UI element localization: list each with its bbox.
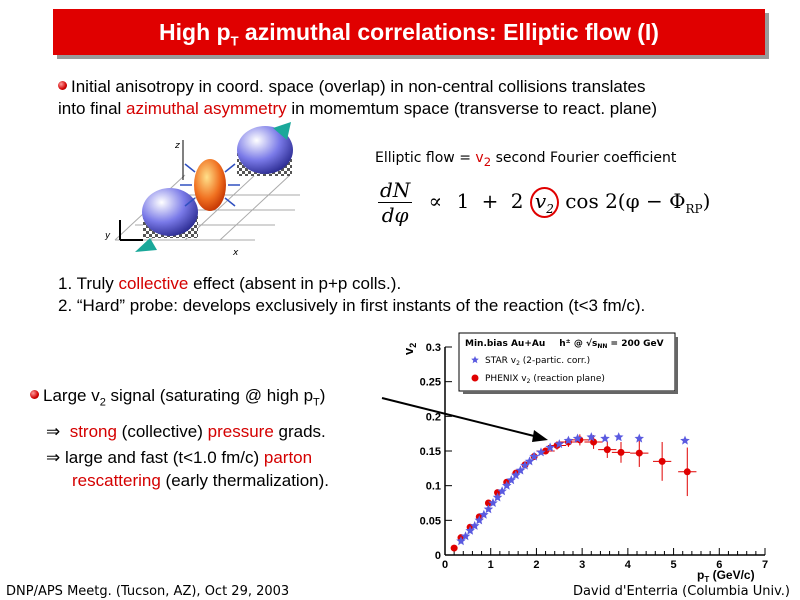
phenix-point	[542, 447, 550, 455]
slide-title: High pT azimuthal correlations: Elliptic…	[159, 19, 659, 49]
point-1: 1. Truly collective effect (absent in p+…	[58, 274, 402, 293]
star-point	[600, 433, 610, 443]
star-point	[563, 435, 574, 445]
star-point	[497, 486, 507, 496]
star-point	[520, 460, 530, 470]
legend-header: Min.bias Au+Au h± @ √sNN = 200 GeV	[465, 338, 664, 350]
nucleus-left	[135, 188, 198, 252]
y-axis-label: v2	[401, 343, 418, 355]
title-bar: High pT azimuthal correlations: Elliptic…	[53, 9, 765, 55]
y-tick-label: 0.3	[426, 342, 441, 354]
star-point	[474, 515, 484, 525]
v2-chart: Min.bias Au+Au h± @ √sNN = 200 GeV STAR v…	[401, 332, 768, 584]
star-point	[545, 442, 555, 452]
pointer-arrow	[381, 397, 548, 442]
star-point	[483, 504, 494, 514]
star-point	[572, 433, 583, 443]
x-tick-label: 7	[762, 559, 768, 571]
overlap-ellipsoid	[180, 159, 240, 211]
consequence-3: rescattering (early thermalization).	[72, 471, 329, 490]
footer-right: David d'Enterria (Columbia Univ.)	[572, 584, 790, 599]
y-tick-label: 0	[435, 550, 441, 562]
v2-circle: v2	[529, 187, 559, 218]
consequence-2: ⇒ large and fast (t<1.0 fm/c) parton	[46, 448, 313, 467]
phenix-point	[484, 499, 492, 507]
footer-left: DNP/APS Meetg. (Tucson, AZ), Oct 29, 200…	[6, 584, 290, 599]
intro-line-1: Initial anisotropy in coord. space (over…	[58, 77, 646, 97]
phenix-point	[617, 448, 625, 456]
phenix-point	[683, 468, 691, 476]
bullet-icon	[30, 390, 39, 399]
star-point	[529, 451, 539, 461]
y-tick-label: 0.05	[420, 515, 441, 527]
collision-diagram: z y x	[104, 122, 300, 258]
x-tick-label: 4	[625, 559, 632, 571]
x-tick-label: 1	[488, 559, 494, 571]
star-point	[479, 509, 489, 519]
x-tick-label: 0	[442, 559, 448, 571]
svg-text:y: y	[104, 231, 111, 241]
phenix-point	[450, 544, 458, 552]
y-tick-label: 0.1	[426, 481, 441, 493]
legend-phenix: PHENIX v2 (reaction plane)	[485, 374, 605, 385]
consequence-1: ⇒ strong (collective) pressure grads.	[46, 422, 326, 441]
star-point	[515, 465, 526, 475]
phenix-point	[590, 438, 598, 446]
star-point	[506, 475, 516, 485]
phenix-point	[658, 457, 666, 465]
nucleus-right	[237, 122, 293, 176]
star-point	[492, 492, 503, 502]
star-point	[460, 531, 471, 541]
x-axis-label: pT (GeV/c)	[697, 568, 755, 584]
star-point	[488, 498, 498, 507]
star-point	[614, 432, 624, 442]
bullet-icon	[58, 81, 67, 90]
star-point	[680, 435, 690, 445]
fourier-formula: dN dφ ∝ 1 + 2 v2 cos 2(φ − ΦRP)	[378, 178, 711, 227]
star-point	[524, 456, 535, 466]
star-point	[586, 432, 596, 442]
star-point	[511, 470, 521, 480]
phenix-point	[603, 446, 611, 454]
star-point	[465, 525, 475, 535]
point-2: 2. “Hard” probe: develops exclusively in…	[58, 296, 646, 315]
intro-line-2: into final azimuthal asymmetry in momemt…	[58, 99, 658, 118]
star-point	[456, 536, 466, 546]
y-tick-label: 0.2	[426, 411, 441, 423]
star-point	[536, 447, 546, 457]
svg-text:z: z	[174, 141, 180, 151]
phenix-point	[635, 449, 643, 457]
legend-phenix-marker	[471, 374, 479, 382]
x-tick-label: 2	[533, 559, 539, 571]
svg-text:x: x	[232, 248, 239, 258]
x-tick-label: 3	[579, 559, 585, 571]
y-tick-label: 0.15	[420, 446, 441, 458]
star-point	[502, 480, 512, 490]
chart-legend	[458, 332, 676, 392]
star-point	[634, 433, 644, 443]
x-tick-label: 5	[671, 559, 677, 571]
y-tick-label: 0.25	[420, 377, 441, 389]
star-point	[554, 439, 564, 449]
x-tick-label: 6	[716, 559, 722, 571]
large-v2-line: Large v2 signal (saturating @ high pT)	[30, 386, 325, 408]
legend-star-marker	[471, 356, 479, 364]
elliptic-flow-label: Elliptic flow = v2 second Fourier coeffi…	[375, 150, 677, 169]
star-point	[470, 520, 480, 530]
legend-star: STAR v2 (2-partic. corr.)	[485, 356, 590, 367]
